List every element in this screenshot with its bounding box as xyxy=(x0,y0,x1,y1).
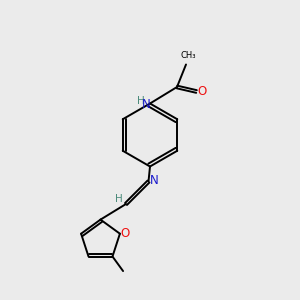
Text: N: N xyxy=(141,98,150,111)
Text: O: O xyxy=(121,227,130,240)
Text: H: H xyxy=(136,96,144,106)
Text: O: O xyxy=(197,85,206,98)
Text: N: N xyxy=(149,173,158,187)
Text: H: H xyxy=(115,194,122,205)
Text: CH₃: CH₃ xyxy=(181,51,196,60)
